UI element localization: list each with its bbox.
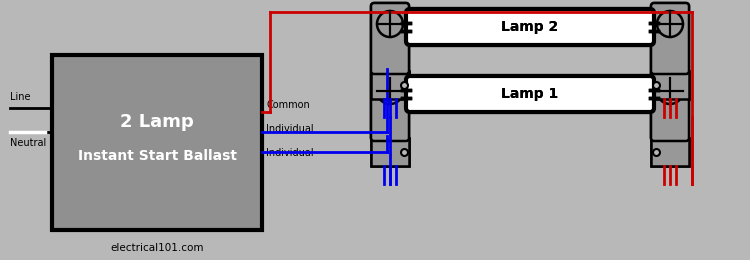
Text: Line: Line [10, 92, 31, 101]
Circle shape [377, 11, 403, 37]
Text: Individual: Individual [266, 124, 314, 134]
Circle shape [657, 78, 683, 104]
Text: electrical101.com: electrical101.com [110, 243, 204, 253]
FancyBboxPatch shape [406, 76, 654, 112]
FancyBboxPatch shape [651, 70, 689, 141]
Bar [371, 138, 409, 166]
Text: 2 Lamp: 2 Lamp [120, 113, 194, 131]
Bar [651, 71, 689, 99]
FancyBboxPatch shape [371, 70, 409, 141]
Bar [52, 55, 262, 230]
Bar [371, 71, 409, 99]
Circle shape [657, 11, 683, 37]
Text: Lamp 1: Lamp 1 [501, 87, 559, 101]
Bar [651, 138, 689, 166]
FancyBboxPatch shape [651, 70, 689, 141]
Text: Lamp 2: Lamp 2 [501, 20, 559, 34]
Text: Neutral: Neutral [10, 138, 46, 148]
Circle shape [657, 11, 683, 37]
Bar [651, 71, 689, 99]
Text: Common: Common [266, 100, 310, 110]
Circle shape [377, 78, 403, 104]
FancyBboxPatch shape [406, 76, 654, 112]
Circle shape [377, 78, 403, 104]
Circle shape [377, 11, 403, 37]
Text: Instant Start Ballast: Instant Start Ballast [77, 150, 236, 164]
Bar [371, 71, 409, 99]
Bar [651, 138, 689, 166]
Text: Individual: Individual [266, 148, 314, 158]
Bar [371, 138, 409, 166]
FancyBboxPatch shape [651, 3, 689, 74]
FancyBboxPatch shape [371, 3, 409, 74]
FancyBboxPatch shape [651, 3, 689, 74]
FancyBboxPatch shape [371, 70, 409, 141]
Circle shape [657, 78, 683, 104]
Text: Lamp 1: Lamp 1 [501, 87, 559, 101]
Text: Lamp 2: Lamp 2 [501, 20, 559, 34]
FancyBboxPatch shape [406, 9, 654, 45]
FancyBboxPatch shape [406, 9, 654, 45]
FancyBboxPatch shape [371, 3, 409, 74]
